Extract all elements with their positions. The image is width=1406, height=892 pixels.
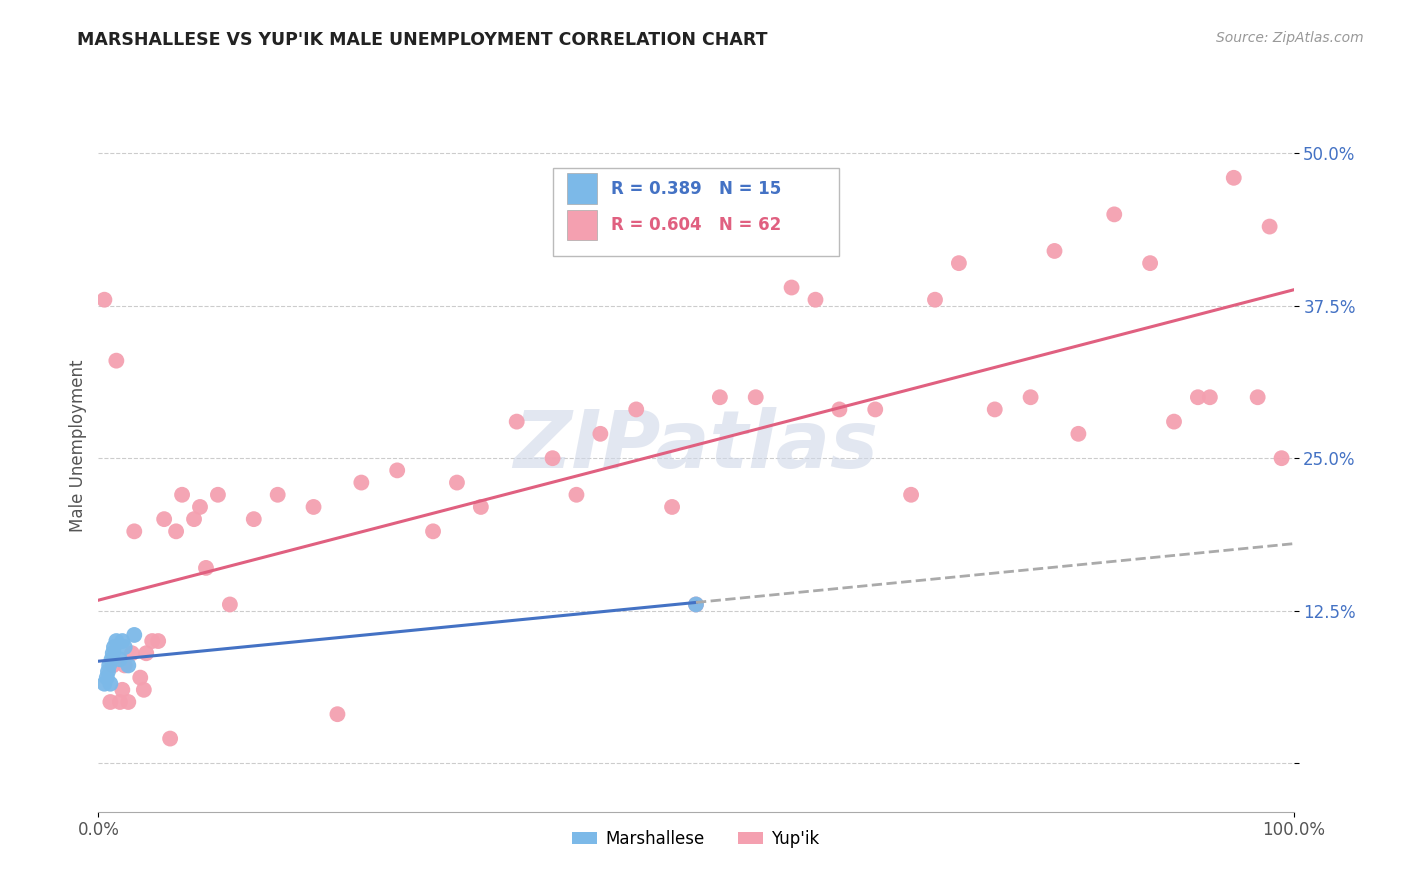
Point: [1067, 426, 1090, 441]
Point: [900, 488, 922, 502]
Point: [1043, 244, 1066, 258]
Point: [121, 646, 143, 660]
Point: [207, 488, 229, 502]
Point: [1199, 390, 1222, 404]
Point: [100, 652, 122, 666]
Point: [117, 658, 139, 673]
Point: [1163, 415, 1185, 429]
Point: [117, 695, 139, 709]
Point: [101, 658, 124, 673]
Point: [195, 561, 218, 575]
Point: [780, 280, 803, 294]
Point: [267, 488, 290, 502]
Point: [1247, 390, 1270, 404]
Point: [243, 512, 266, 526]
Point: [446, 475, 468, 490]
Point: [1223, 170, 1246, 185]
Point: [541, 451, 564, 466]
Point: [124, 524, 146, 539]
Point: [153, 512, 176, 526]
Point: [984, 402, 1007, 417]
Point: [422, 524, 444, 539]
Point: [96, 671, 118, 685]
Point: [105, 353, 128, 368]
Text: MARSHALLESE VS YUP'IK MALE UNEMPLOYMENT CORRELATION CHART: MARSHALLESE VS YUP'IK MALE UNEMPLOYMENT …: [77, 31, 768, 49]
Point: [924, 293, 946, 307]
Text: Source: ZipAtlas.com: Source: ZipAtlas.com: [1216, 31, 1364, 45]
Point: [129, 671, 152, 685]
Point: [1019, 390, 1042, 404]
Point: [105, 634, 128, 648]
Point: [111, 634, 134, 648]
Point: [97, 665, 120, 679]
Point: [661, 500, 683, 514]
Point: [172, 488, 194, 502]
Point: [132, 682, 155, 697]
Point: [98, 676, 122, 690]
Point: [1139, 256, 1161, 270]
Point: [302, 500, 325, 514]
Point: [1271, 451, 1294, 466]
Point: [103, 640, 125, 655]
Point: [709, 390, 731, 404]
FancyBboxPatch shape: [553, 168, 839, 256]
Point: [1187, 390, 1209, 404]
Point: [385, 463, 409, 477]
Point: [626, 402, 648, 417]
Point: [108, 695, 131, 709]
Point: [135, 646, 157, 660]
Text: R = 0.389   N = 15: R = 0.389 N = 15: [612, 179, 782, 197]
Text: R = 0.604   N = 62: R = 0.604 N = 62: [612, 216, 782, 234]
Point: [1104, 207, 1126, 221]
Point: [804, 293, 827, 307]
Point: [745, 390, 768, 404]
Point: [124, 628, 146, 642]
Point: [108, 652, 131, 666]
Point: [98, 658, 121, 673]
Point: [326, 707, 349, 722]
Point: [685, 598, 707, 612]
Point: [865, 402, 887, 417]
Text: ZIPatlas: ZIPatlas: [513, 407, 879, 485]
Point: [470, 500, 492, 514]
Point: [685, 598, 707, 612]
Bar: [567, 173, 596, 204]
Point: [1258, 219, 1281, 234]
Point: [148, 634, 170, 648]
Point: [101, 646, 124, 660]
Point: [114, 658, 136, 673]
Point: [183, 512, 205, 526]
Point: [93, 676, 115, 690]
Point: [219, 598, 242, 612]
Point: [188, 500, 211, 514]
Legend: Marshallese, Yup'ik: Marshallese, Yup'ik: [565, 823, 827, 855]
Point: [948, 256, 970, 270]
Bar: [567, 210, 596, 241]
Point: [141, 634, 163, 648]
Point: [506, 415, 529, 429]
Point: [565, 488, 588, 502]
Point: [828, 402, 851, 417]
Point: [111, 682, 134, 697]
Point: [350, 475, 373, 490]
Point: [165, 524, 187, 539]
Point: [98, 695, 122, 709]
Point: [93, 293, 115, 307]
Point: [589, 426, 612, 441]
Point: [159, 731, 181, 746]
Point: [114, 640, 136, 655]
Y-axis label: Male Unemployment: Male Unemployment: [69, 359, 87, 533]
